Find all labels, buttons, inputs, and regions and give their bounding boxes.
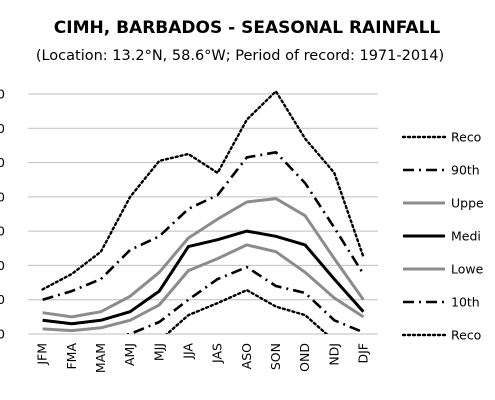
series-line-2 bbox=[42, 197, 365, 319]
y-tick-label: 200 bbox=[0, 258, 5, 273]
series-lines bbox=[41, 90, 365, 334]
x-tick-label: SON bbox=[268, 343, 283, 370]
y-tick-label: 500 bbox=[0, 155, 5, 170]
series-line-1 bbox=[42, 151, 365, 301]
x-tick-label: MJJ bbox=[151, 343, 166, 361]
legend: Reco 90th Uppe Medi Lowe 10th Reco bbox=[401, 130, 484, 343]
legend-label: 10th bbox=[451, 295, 480, 310]
x-tick-label: JFM bbox=[35, 343, 50, 366]
y-tick-label: 0 bbox=[0, 327, 5, 342]
chart-subtitle: (Location: 13.2°N, 58.6°W; Period of rec… bbox=[36, 48, 444, 64]
gridlines bbox=[28, 93, 378, 335]
x-tick-label: FMA bbox=[64, 343, 79, 370]
x-tick-label: JAS bbox=[210, 343, 225, 364]
legend-label: Medi bbox=[451, 229, 481, 244]
series-line-6 bbox=[165, 288, 329, 334]
legend-label: Lowe bbox=[451, 262, 484, 277]
y-tick-label: 700 bbox=[0, 87, 5, 102]
legend-label: Reco bbox=[451, 130, 481, 145]
x-tick-label: JJA bbox=[180, 343, 195, 360]
x-tick-label: DJF bbox=[355, 343, 370, 364]
series-line-0 bbox=[41, 90, 365, 291]
x-tick-label: NDJ bbox=[326, 343, 341, 366]
x-axis-ticks: JFM FMA MAM AMJ MJJ JJA JAS ASO SON OND NDJ DJF bbox=[35, 343, 371, 374]
y-tick-label: 600 bbox=[0, 121, 5, 136]
series-line-3 bbox=[42, 229, 365, 326]
x-tick-label: ASO bbox=[239, 343, 254, 369]
y-tick-label: 400 bbox=[0, 189, 5, 204]
y-tick-label: 300 bbox=[0, 224, 5, 239]
legend-label: 90th bbox=[451, 163, 480, 178]
legend-label: Reco bbox=[451, 328, 481, 343]
x-tick-label: OND bbox=[297, 343, 312, 372]
y-axis-ticks: 0 100 200 300 400 500 600 700 bbox=[0, 87, 5, 342]
series-line-4 bbox=[42, 243, 365, 333]
x-tick-label: MAM bbox=[93, 343, 108, 373]
chart-title: CIMH, BARBADOS - SEASONAL RAINFALL bbox=[54, 18, 441, 38]
legend-label: Uppe bbox=[451, 196, 484, 211]
x-tick-label: AMJ bbox=[122, 343, 137, 366]
y-tick-label: 100 bbox=[0, 292, 5, 307]
